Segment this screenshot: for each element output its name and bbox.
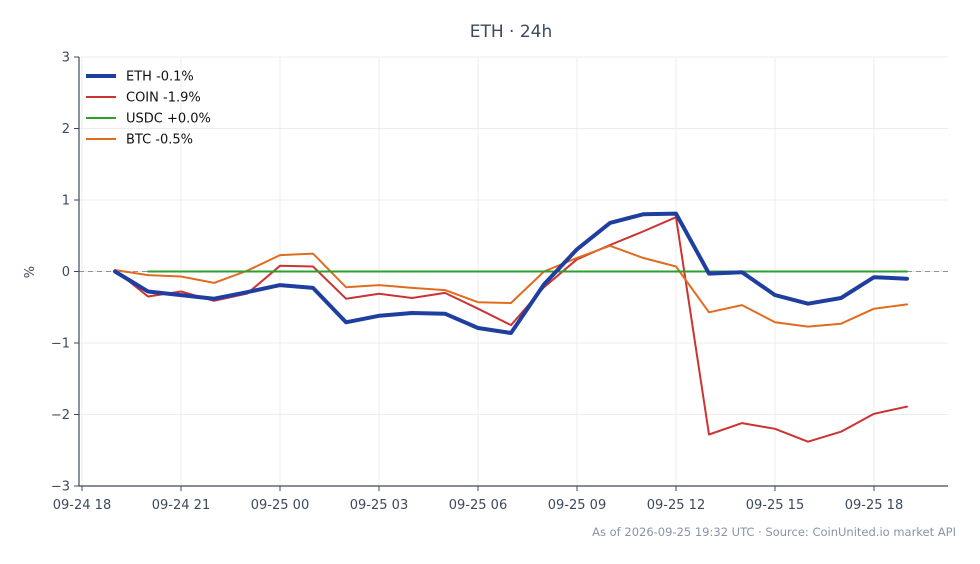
legend: ETH -0.1% COIN -1.9% USDC +0.0% BTC -0.5% bbox=[86, 70, 211, 148]
x-tick-label: 09-25 00 bbox=[251, 498, 309, 513]
y-tick-label: 3 bbox=[62, 51, 70, 66]
legend-label: ETH -0.1% bbox=[126, 70, 194, 85]
series-line-btc bbox=[114, 244, 908, 328]
legend-label: USDC +0.0% bbox=[126, 112, 211, 127]
chart-title: ETH · 24h bbox=[470, 22, 553, 42]
series-group bbox=[113, 211, 909, 443]
x-tick-label: 09-25 06 bbox=[449, 498, 507, 513]
y-tick-label: 1 bbox=[62, 194, 70, 209]
x-tick-label: 09-25 18 bbox=[845, 498, 903, 513]
y-tick-label: −1 bbox=[51, 337, 70, 352]
x-tick-label: 09-24 18 bbox=[53, 498, 111, 513]
legend-label: BTC -0.5% bbox=[126, 133, 193, 148]
y-tick-label: 2 bbox=[62, 122, 70, 137]
x-tick-label: 09-24 21 bbox=[152, 498, 210, 513]
axes: 3 2 1 0 −1 −2 −3 09-24 18 09-24 21 09-25 00 09-25 … bbox=[51, 51, 948, 513]
x-tick-label: 09-25 15 bbox=[746, 498, 804, 513]
y-tick-label: −2 bbox=[51, 408, 70, 423]
series-line-eth bbox=[113, 211, 909, 335]
x-tick-label: 09-25 09 bbox=[548, 498, 606, 513]
y-tick-label: 0 bbox=[62, 265, 70, 280]
x-tick-label: 09-25 03 bbox=[350, 498, 408, 513]
footer-source: As of 2026-09-25 19:32 UTC · Source: Coi… bbox=[592, 525, 956, 539]
x-tick-label: 09-25 12 bbox=[647, 498, 705, 513]
y-tick-label: −3 bbox=[51, 480, 70, 495]
legend-label: COIN -1.9% bbox=[126, 91, 201, 106]
y-axis-label: % bbox=[23, 266, 38, 278]
